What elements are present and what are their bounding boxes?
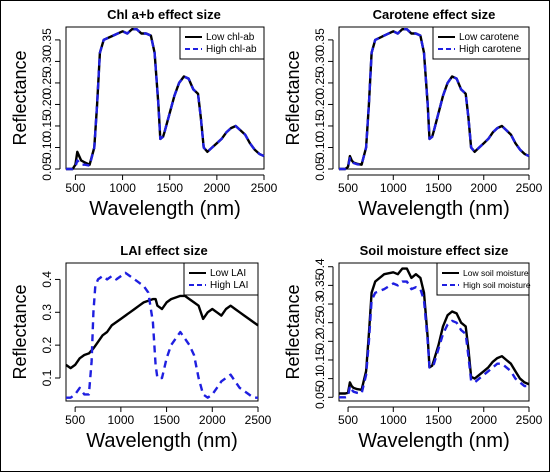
plot-frame: [65, 262, 259, 402]
y-tick-label: 0.30: [40, 49, 54, 73]
x-tick-label: 2000: [470, 181, 497, 195]
legend-label: Low soil moisture: [463, 268, 529, 278]
y-tick-label: 0.25: [313, 71, 327, 95]
x-tick-label: 2000: [470, 413, 497, 427]
y-tick-label: 0.05: [40, 157, 54, 181]
chart-title: LAI effect size: [120, 243, 207, 258]
y-tick-label: 0.35: [40, 28, 54, 52]
y-tick-label: 0.4: [313, 258, 327, 275]
x-tick-label: 2000: [199, 413, 226, 427]
chart-title: Carotene effect size: [373, 7, 496, 22]
x-tick-label: 1500: [425, 181, 452, 195]
y-tick-label: 0.35: [313, 273, 327, 297]
y-tick-label: 0.2: [40, 336, 54, 353]
x-tick-label: 1500: [156, 181, 183, 195]
chart-title: Chl a+b effect size: [107, 7, 221, 22]
y-tick-label: 0.3: [40, 304, 54, 321]
y-axis-label: Reflectance: [10, 50, 30, 145]
x-tick-label: 1000: [380, 413, 407, 427]
legend-label: High LAI: [210, 280, 248, 291]
y-tick-label: 0.15: [40, 114, 54, 138]
y-tick-label: 0.35: [313, 28, 327, 52]
y-tick-label: 0.3: [313, 295, 327, 312]
x-tick-label: 2500: [251, 181, 278, 195]
y-tick-label: 0.20: [40, 92, 54, 116]
x-tick-label: 1500: [153, 413, 180, 427]
x-tick-label: 500: [65, 181, 85, 195]
x-tick-label: 2500: [245, 413, 272, 427]
legend-label: Low LAI: [210, 268, 246, 279]
x-tick-label: 2500: [516, 413, 543, 427]
series-line-1: [65, 294, 259, 370]
x-axis-label: Wavelength (nm): [89, 198, 241, 220]
y-tick-label: 0.05: [313, 385, 327, 409]
x-axis-label: Wavelength (nm): [358, 430, 510, 452]
y-tick-label: 0.10: [40, 135, 54, 159]
series-line-2: [66, 28, 265, 171]
x-axis-label: Wavelength (nm): [358, 198, 510, 220]
y-tick-label: 0.1: [40, 369, 54, 386]
y-tick-label: 0.15: [313, 348, 327, 372]
y-tick-label: 0.25: [313, 311, 327, 335]
x-tick-label: 500: [65, 413, 85, 427]
y-axis-label: Reflectance: [283, 50, 303, 145]
y-tick-label: 0.25: [40, 71, 54, 95]
y-tick-label: 0.4: [40, 271, 54, 288]
legend-box: [179, 26, 265, 60]
chart-title: Soil moisture effect size: [360, 243, 509, 258]
legend-box: [183, 262, 259, 296]
panel-3: LAI effect size 500 1000 1500 2000 2500 0.1 0.2…: [10, 243, 272, 452]
x-tick-label: 1000: [380, 181, 407, 195]
x-tick-label: 2000: [204, 181, 231, 195]
x-tick-label: 500: [338, 181, 358, 195]
x-axis-label: Wavelength (nm): [86, 430, 238, 452]
legend-label: High soil moisture: [463, 280, 531, 290]
y-tick-label: 0.20: [313, 92, 327, 116]
y-tick-label: 0.30: [313, 49, 327, 73]
legend-box: [436, 262, 530, 296]
legend-label: High carotene: [459, 44, 522, 55]
x-tick-label: 2500: [516, 181, 543, 195]
panel-2: Carotene effect size 500 1000 1500 2000 2500 0…: [283, 7, 543, 220]
y-axis-label: Reflectance: [10, 284, 30, 379]
y-axis-label: Reflectance: [283, 284, 303, 379]
legend-label: High chl-ab: [206, 44, 257, 55]
x-tick-label: 1000: [109, 181, 136, 195]
legend: Low soil moisture High soil moisture: [436, 262, 531, 296]
panel-1: Chl a+b effect size 500 1000 1500 2000 2500 0.…: [10, 7, 278, 220]
y-tick-label: 0.15: [313, 114, 327, 138]
y-tick-label: 0.1: [313, 370, 327, 387]
x-tick-label: 1500: [425, 413, 452, 427]
legend-label: Low carotene: [459, 32, 519, 43]
x-tick-label: 500: [338, 413, 358, 427]
legend-box: [432, 26, 530, 60]
x-tick-label: 1000: [108, 413, 135, 427]
y-tick-label: 0.10: [313, 135, 327, 159]
series-line-2: [66, 271, 258, 399]
y-tick-label: 0.05: [313, 157, 327, 181]
y-tick-label: 0.2: [313, 333, 327, 350]
panel-4: Soil moisture effect size 500 1000 1500 2000…: [283, 243, 543, 452]
plot-frame: [65, 26, 265, 170]
legend-label: Low chl-ab: [206, 32, 255, 43]
plot-frame: [338, 262, 530, 402]
series-line-2: [339, 28, 530, 171]
series-line-2: [339, 280, 529, 399]
